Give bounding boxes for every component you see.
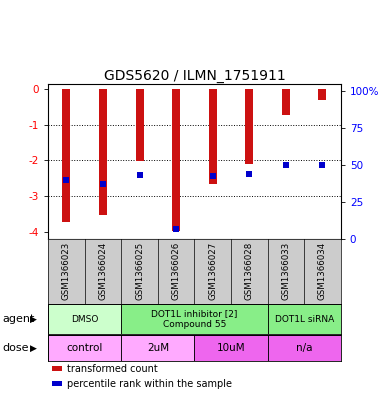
- Bar: [48, 335, 121, 361]
- Text: ▶: ▶: [30, 343, 37, 353]
- Text: GSM1366023: GSM1366023: [62, 242, 71, 300]
- Bar: [121, 335, 194, 361]
- Bar: [172, 89, 180, 231]
- Text: 10uM: 10uM: [217, 343, 245, 353]
- Text: percentile rank within the sample: percentile rank within the sample: [67, 379, 233, 389]
- Point: [246, 171, 253, 177]
- Text: GSM1366027: GSM1366027: [208, 242, 217, 300]
- Text: GSM1366028: GSM1366028: [245, 242, 254, 300]
- Point: [209, 173, 216, 180]
- Bar: [62, 89, 70, 222]
- Text: 2uM: 2uM: [147, 343, 169, 353]
- Bar: [48, 304, 121, 334]
- Point: [173, 226, 179, 232]
- Point: [136, 172, 142, 178]
- Text: transformed count: transformed count: [67, 364, 158, 374]
- Text: GSM1366033: GSM1366033: [281, 242, 290, 300]
- Text: DOT1L inhibitor [2]
Compound 55: DOT1L inhibitor [2] Compound 55: [151, 309, 238, 329]
- Text: GSM1366025: GSM1366025: [135, 242, 144, 300]
- Text: agent: agent: [2, 314, 34, 324]
- Bar: [318, 89, 326, 100]
- Text: dose: dose: [2, 343, 28, 353]
- Bar: [136, 89, 144, 161]
- Point: [283, 162, 289, 168]
- Bar: [99, 89, 107, 215]
- Title: GDS5620 / ILMN_1751911: GDS5620 / ILMN_1751911: [104, 69, 285, 83]
- Text: GSM1366034: GSM1366034: [318, 242, 327, 300]
- Bar: [282, 89, 290, 115]
- Bar: [121, 304, 268, 334]
- Text: control: control: [67, 343, 103, 353]
- Bar: [245, 89, 253, 164]
- Text: GSM1366024: GSM1366024: [99, 242, 107, 300]
- Text: ▶: ▶: [30, 315, 37, 323]
- Bar: [268, 304, 341, 334]
- Text: GSM1366026: GSM1366026: [172, 242, 181, 300]
- Text: DOT1L siRNA: DOT1L siRNA: [275, 315, 334, 323]
- Point: [63, 177, 69, 183]
- Text: DMSO: DMSO: [71, 315, 99, 323]
- Bar: [268, 335, 341, 361]
- Bar: [209, 89, 217, 184]
- Bar: [194, 335, 268, 361]
- Text: n/a: n/a: [296, 343, 312, 353]
- Point: [100, 180, 106, 187]
- Point: [320, 162, 326, 168]
